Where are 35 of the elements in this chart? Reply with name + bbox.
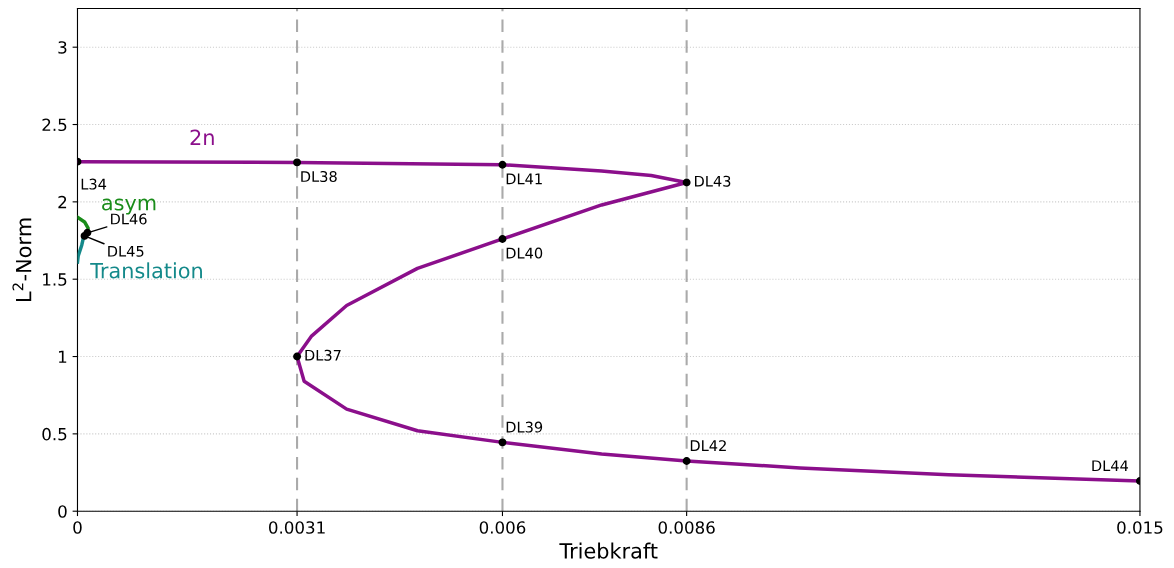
point [293,158,302,167]
point [682,178,691,187]
annotation: DL46 [111,213,147,225]
series-label: 2n [190,129,214,145]
annotation: DL37 [305,349,341,361]
y-tick-label: 2.5 [42,118,67,132]
x-tick-label: 0.015 [1117,521,1163,534]
point [682,456,691,465]
annotation: DL44 [1092,460,1129,472]
annotation: L34 [81,178,107,190]
y-tick-label: 2 [58,195,67,209]
point [498,160,507,169]
series-label: asym [102,198,156,215]
y-tick-label: 1.5 [43,273,67,286]
annotation: DL41 [506,173,542,185]
y-tick-label: 0.5 [42,427,67,441]
annotation: DL43 [695,175,731,187]
x-tick-label: 0.006 [479,521,526,534]
x-tick-label: 0.0031 [269,521,325,534]
y-tick-label: 3 [58,41,67,54]
annotation: DL40 [506,247,543,259]
annotation: DL39 [506,421,543,433]
annotation: DL38 [301,171,337,183]
point [293,352,302,361]
x-axis-title: Triebkraft [559,542,658,559]
y-tick-label: 1 [58,350,67,363]
x-tick-label: 0 [73,521,82,534]
point [498,235,507,243]
x-tick-label: 0.0086 [658,521,715,534]
annotation: DL45 [108,245,144,257]
annotation: DL42 [690,440,726,451]
y-axis-title: L$^{2}$-Norm [12,218,32,302]
series-label: Translation [90,262,202,279]
point [498,438,507,447]
y-tick-label: 0 [58,505,67,518]
